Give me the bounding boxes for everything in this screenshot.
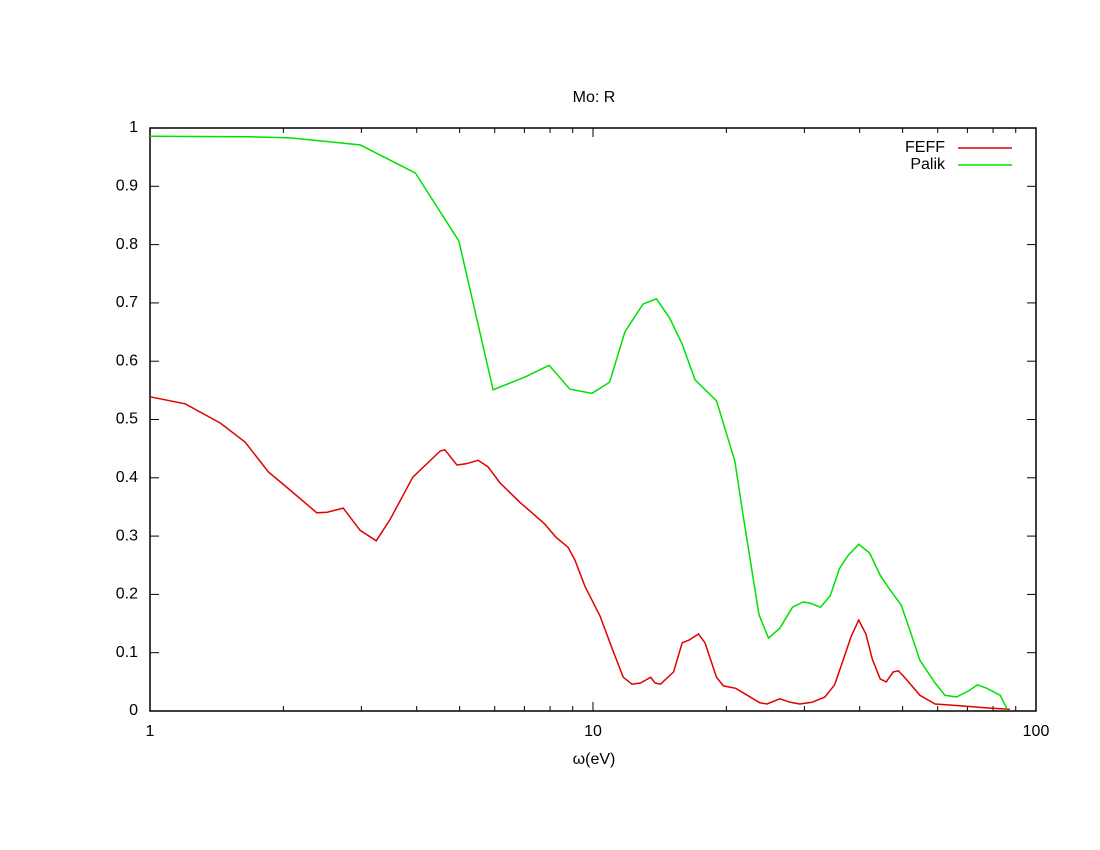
chart-title: Mo: R bbox=[573, 89, 616, 106]
y-tick-label: 0.5 bbox=[116, 411, 138, 428]
plot-frame bbox=[149, 127, 1037, 712]
y-tick-label: 0 bbox=[129, 702, 138, 719]
y-tick-label: 0.8 bbox=[116, 236, 138, 253]
x-tick-label: 100 bbox=[1023, 723, 1050, 740]
data-line bbox=[149, 135, 1008, 710]
y-tick-label: 0.3 bbox=[116, 527, 138, 544]
x-tick-label: 10 bbox=[584, 723, 602, 740]
y-tick-label: 0.7 bbox=[116, 294, 138, 311]
y-tick-label: 0.9 bbox=[116, 178, 138, 195]
y-tick-label: 1 bbox=[129, 119, 138, 136]
data-line bbox=[149, 396, 1010, 711]
legend-label: FEFF bbox=[905, 139, 945, 156]
y-tick-label: 0.2 bbox=[116, 586, 138, 603]
legend-label: Palik bbox=[910, 156, 946, 173]
x-tick-label: 1 bbox=[146, 723, 155, 740]
y-tick-label: 0.1 bbox=[116, 644, 138, 661]
y-tick-label: 0.4 bbox=[116, 469, 138, 486]
y-tick-label: 0.6 bbox=[116, 352, 138, 369]
x-axis-label: ω(eV) bbox=[573, 751, 616, 768]
